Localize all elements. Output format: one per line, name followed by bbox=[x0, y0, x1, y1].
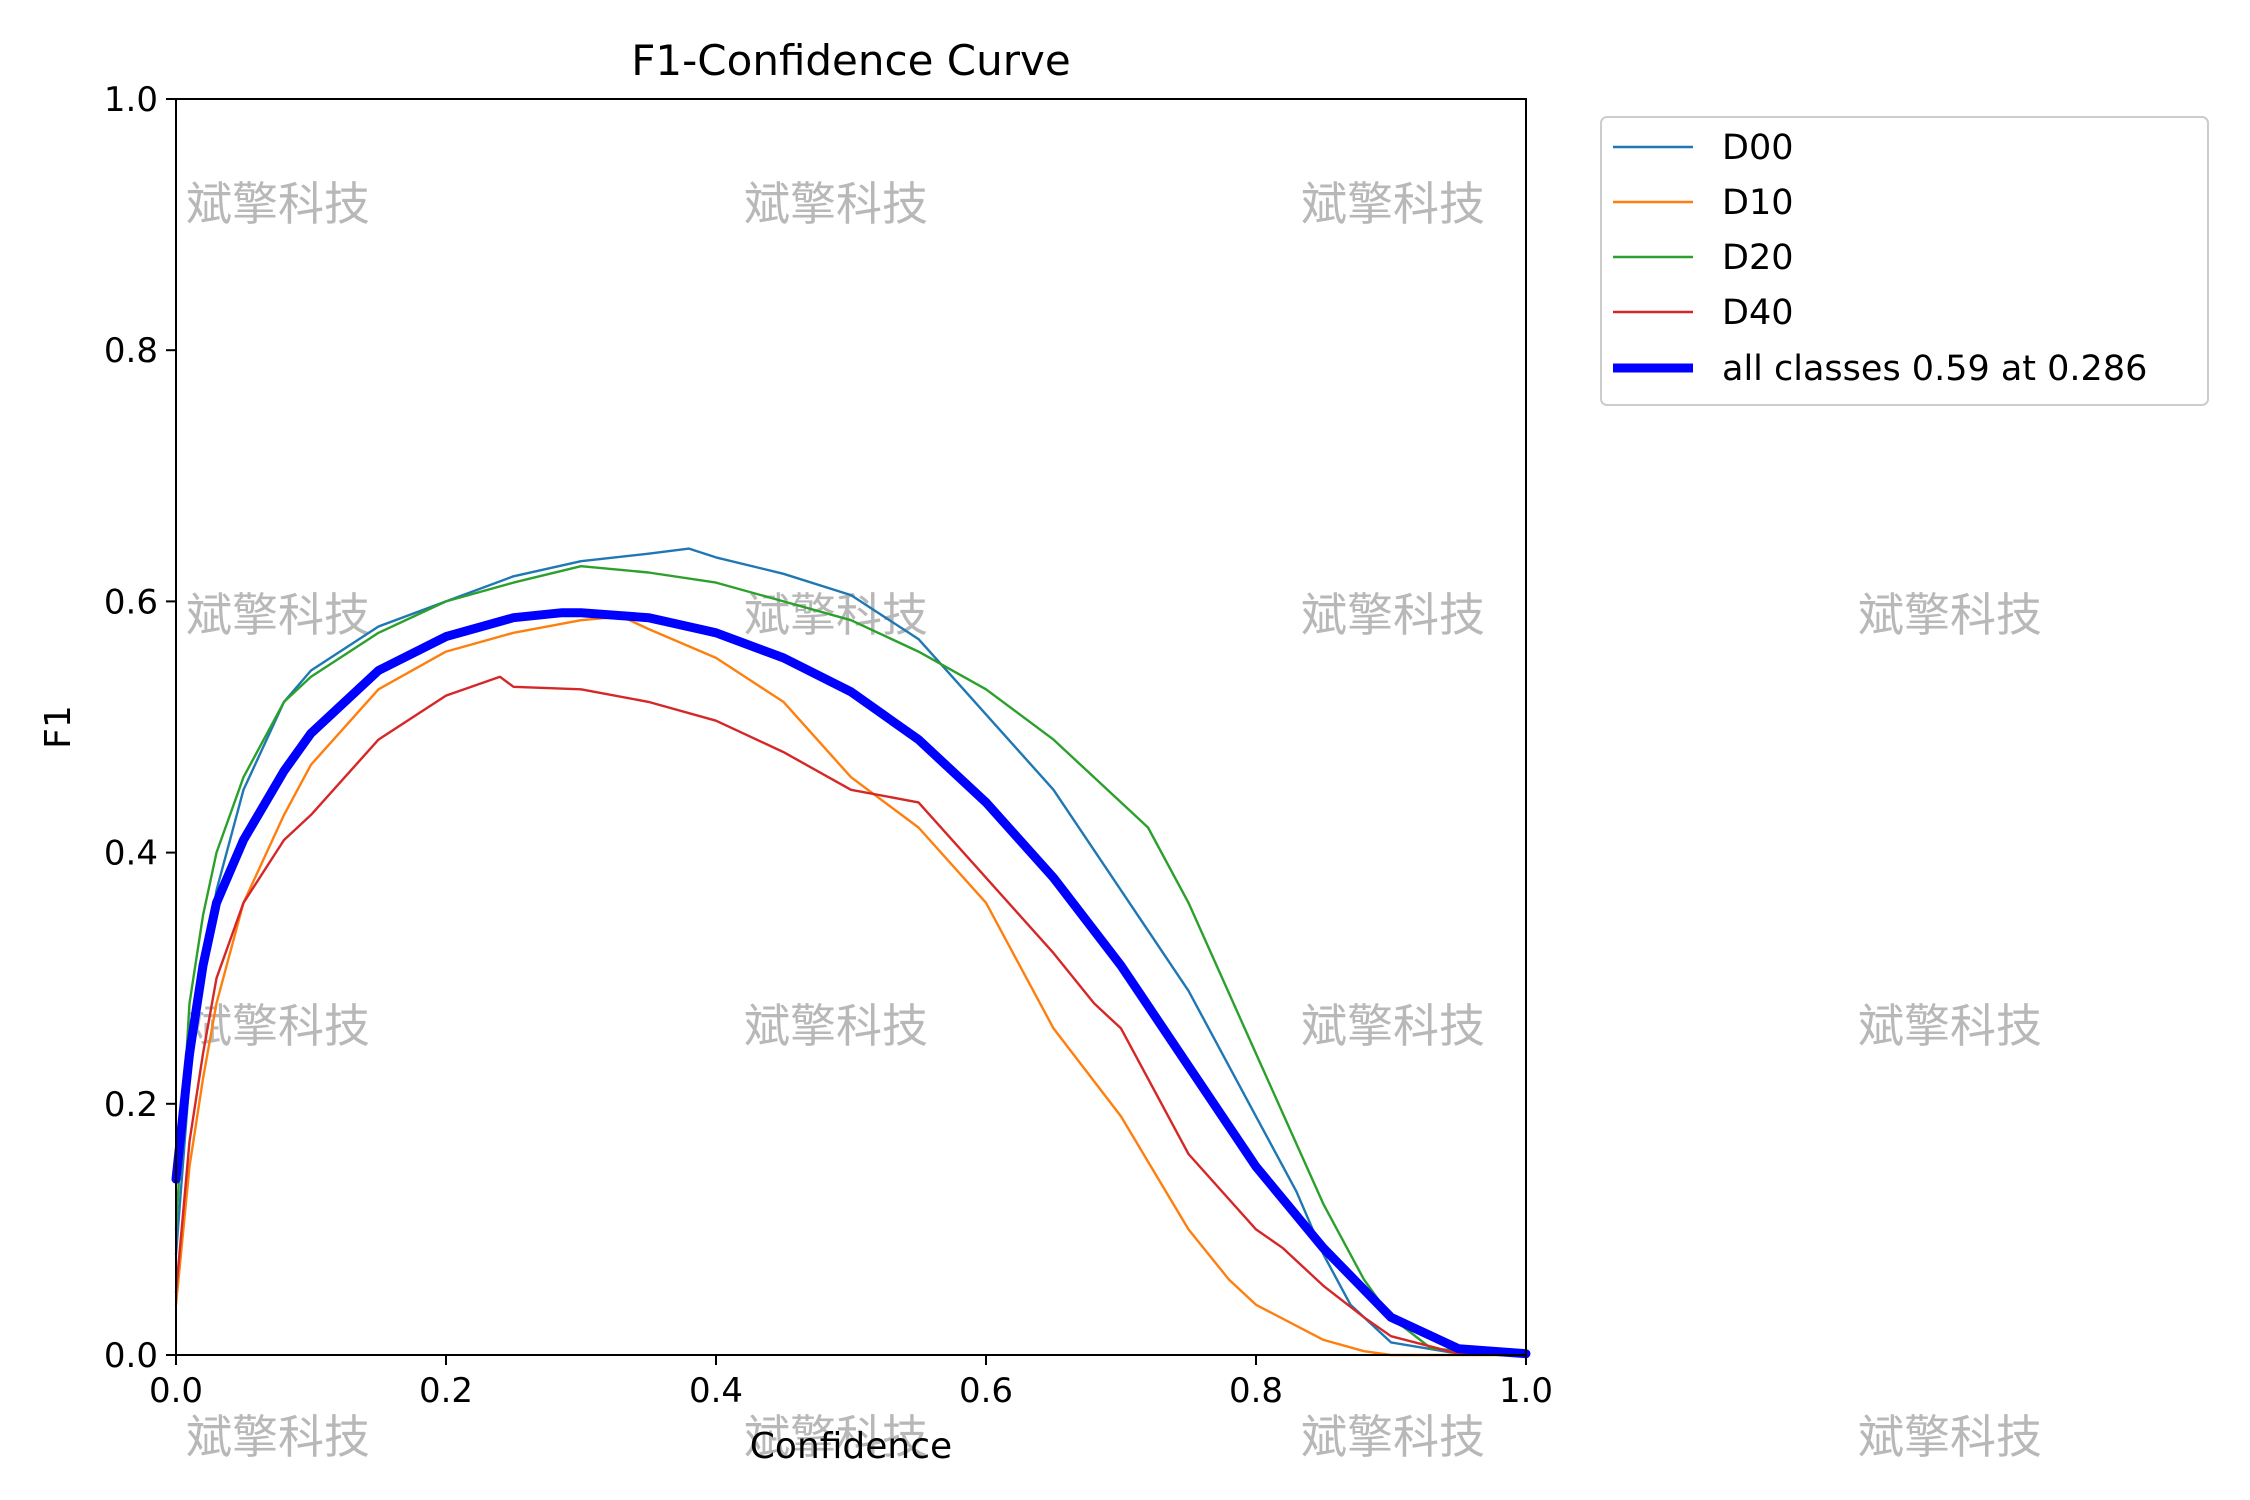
watermark-text: 斌擎科技 bbox=[1301, 588, 1485, 642]
series-line-all-classes bbox=[171, 608, 1531, 1359]
x-tick-label: 0.2 bbox=[419, 1371, 473, 1411]
watermark-text: 斌擎科技 bbox=[1301, 999, 1485, 1053]
x-tick-label: 0.6 bbox=[959, 1371, 1013, 1411]
watermark-text: 斌擎科技 bbox=[744, 177, 928, 231]
watermark-text: 斌擎科技 bbox=[186, 177, 370, 231]
watermark-text: 斌擎科技 bbox=[186, 1410, 370, 1464]
legend-label: D40 bbox=[1722, 293, 1794, 333]
legend-label: D00 bbox=[1722, 128, 1794, 168]
y-tick-label: 0.8 bbox=[104, 331, 158, 371]
x-axis-label: Confidence bbox=[750, 1426, 952, 1467]
legend-frame bbox=[1600, 116, 2209, 406]
y-tick-label: 0.0 bbox=[104, 1336, 158, 1376]
x-tick-label: 0.4 bbox=[689, 1371, 743, 1411]
series-line-d40 bbox=[174, 675, 1528, 1357]
watermark-text: 斌擎科技 bbox=[1858, 1410, 2042, 1464]
y-tick-label: 0.4 bbox=[104, 834, 158, 874]
plot-area: 0.0 0.2 0.4 0.6 0.8 1.0 0.0 0.2 0.4 0.6 0.8 1.0 bbox=[104, 80, 1553, 1411]
series-layer bbox=[171, 547, 1531, 1359]
y-axis-ticks: 0.0 0.2 0.4 0.6 0.8 1.0 bbox=[104, 80, 176, 1376]
legend-label: D20 bbox=[1722, 238, 1794, 278]
legend-label: all classes 0.59 at 0.286 bbox=[1722, 349, 2147, 389]
watermark-text: 斌擎科技 bbox=[1301, 177, 1485, 231]
watermark-text: 斌擎科技 bbox=[1858, 588, 2042, 642]
y-tick-label: 1.0 bbox=[104, 80, 158, 120]
watermark-text: 斌擎科技 bbox=[186, 588, 370, 642]
y-axis-label: F1 bbox=[38, 705, 79, 749]
x-tick-label: 0.8 bbox=[1229, 1371, 1283, 1411]
x-tick-label: 1.0 bbox=[1499, 1371, 1553, 1411]
series-line-d10 bbox=[174, 615, 1528, 1357]
watermark-text: 斌擎科技 bbox=[744, 1410, 928, 1464]
legend-label: D10 bbox=[1722, 183, 1794, 223]
watermark-text: 斌擎科技 bbox=[1301, 1410, 1485, 1464]
watermark-text: 斌擎科技 bbox=[1858, 999, 2042, 1053]
series-line-d00 bbox=[174, 547, 1528, 1357]
watermark-text: 斌擎科技 bbox=[744, 999, 928, 1053]
legend: D00 D10 D20 D40 all classes 0.59 at 0.286 bbox=[1600, 116, 2209, 406]
x-tick-label: 0.0 bbox=[149, 1371, 203, 1411]
y-tick-label: 0.2 bbox=[104, 1085, 158, 1125]
chart-title: F1-Confidence Curve bbox=[631, 36, 1070, 85]
series-line-d20 bbox=[174, 565, 1528, 1357]
y-tick-label: 0.6 bbox=[104, 582, 158, 622]
x-axis-ticks: 0.0 0.2 0.4 0.6 0.8 1.0 bbox=[149, 1355, 1553, 1411]
plot-frame bbox=[175, 98, 1527, 1356]
legend-items: D00 D10 D20 D40 all classes 0.59 at 0.286 bbox=[1613, 128, 2147, 389]
